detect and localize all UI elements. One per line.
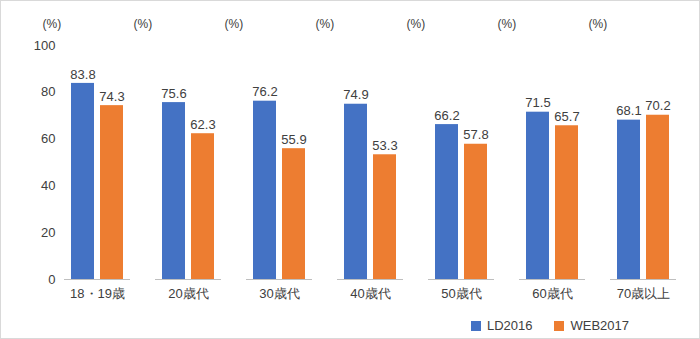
svg-text:62.3: 62.3 [190, 117, 215, 132]
svg-text:74.3: 74.3 [99, 89, 124, 104]
svg-text:18・19歳: 18・19歳 [70, 286, 125, 301]
svg-text:(%): (%) [316, 17, 335, 31]
svg-text:80: 80 [41, 84, 55, 99]
svg-text:40歳代: 40歳代 [350, 286, 390, 301]
svg-text:0: 0 [48, 272, 55, 287]
svg-text:30歳代: 30歳代 [259, 286, 299, 301]
svg-text:53.3: 53.3 [372, 138, 397, 153]
svg-text:20: 20 [41, 225, 55, 240]
svg-text:40: 40 [41, 178, 55, 193]
svg-text:(%): (%) [589, 17, 608, 31]
svg-text:65.7: 65.7 [554, 109, 579, 124]
svg-text:(%): (%) [498, 17, 517, 31]
svg-text:55.9: 55.9 [281, 132, 306, 147]
svg-text:70歳以上: 70歳以上 [617, 286, 670, 301]
svg-text:74.9: 74.9 [343, 87, 368, 102]
svg-text:68.1: 68.1 [616, 103, 641, 118]
svg-text:(%): (%) [43, 17, 62, 31]
html-text:WEB2017: WEB2017 [570, 317, 629, 333]
svg-text:(%): (%) [225, 17, 244, 31]
svg-text:(%): (%) [407, 17, 426, 31]
svg-text:76.2: 76.2 [252, 84, 277, 99]
svg-text:57.8: 57.8 [463, 127, 488, 142]
svg-text:60歳代: 60歳代 [532, 286, 572, 301]
svg-text:60: 60 [41, 131, 55, 146]
svg-text:20歳代: 20歳代 [168, 286, 208, 301]
svg-text:83.8: 83.8 [70, 67, 95, 82]
svg-text:75.6: 75.6 [161, 86, 186, 101]
html-text:LD2016: LD2016 [486, 317, 533, 333]
svg-text:(%): (%) [134, 17, 153, 31]
svg-text:100: 100 [34, 38, 56, 53]
svg-text:70.2: 70.2 [645, 98, 670, 113]
svg-text:66.2: 66.2 [434, 108, 459, 123]
svg-text:71.5: 71.5 [525, 95, 550, 110]
svg-text:50歳代: 50歳代 [441, 286, 481, 301]
